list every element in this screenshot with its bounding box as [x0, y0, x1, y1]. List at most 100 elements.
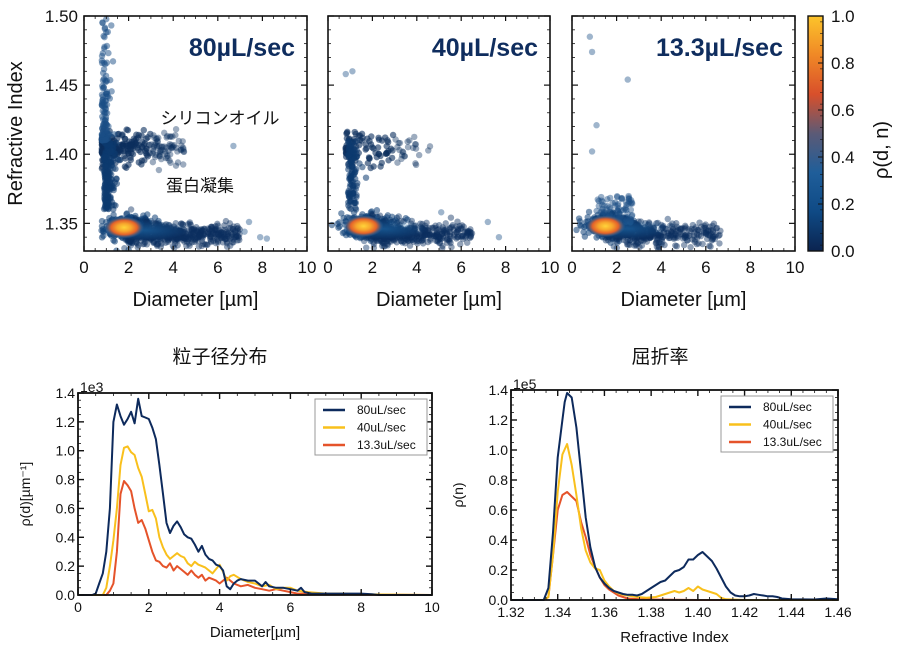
scatter-points — [328, 68, 503, 251]
scatter-point — [171, 142, 178, 149]
series-line-80ul-sec — [78, 397, 432, 596]
scatter-point — [196, 232, 204, 240]
scatter-point — [467, 228, 474, 236]
scatter-point — [397, 237, 405, 245]
scatter-point — [151, 153, 159, 161]
legend-label: 13.3uL/sec — [357, 438, 416, 452]
y-tick-label: 1.40 — [45, 145, 78, 164]
scatter-point — [232, 227, 239, 235]
scatter-point — [196, 232, 203, 239]
scatter-point — [456, 222, 463, 230]
scatter-point — [447, 214, 455, 221]
scatter-point — [430, 224, 437, 232]
scatter-point — [411, 133, 418, 141]
scatter-point — [201, 231, 208, 238]
scatter-point — [394, 159, 401, 166]
scatter-point — [679, 225, 686, 232]
scatter-point — [689, 236, 696, 243]
scatter-point — [105, 199, 112, 207]
scatter-point — [595, 197, 602, 205]
scatter-point — [464, 229, 471, 237]
scatter-point — [708, 237, 715, 244]
scatter-point — [715, 232, 722, 239]
scatter-point — [198, 242, 206, 250]
scatter-point — [156, 142, 163, 150]
scatter-point — [157, 147, 165, 154]
scatter-point — [166, 151, 174, 158]
scatter-point — [615, 205, 622, 212]
scatter-point — [215, 231, 222, 238]
scatter-points — [98, 16, 271, 251]
scatter-point — [426, 230, 433, 237]
scatter-point — [134, 134, 142, 141]
scatter-point — [205, 229, 212, 236]
scatter-point — [167, 133, 174, 140]
scatter-point — [599, 198, 606, 205]
scatter-point — [353, 137, 360, 145]
scatter-point — [195, 231, 202, 238]
scatter-point — [210, 237, 217, 245]
scatter-point — [184, 221, 192, 228]
scatter-point — [140, 141, 148, 148]
scatter-point — [691, 236, 698, 243]
scatter-point — [443, 226, 450, 233]
scatter-point — [694, 227, 701, 234]
scatter-point — [699, 240, 706, 248]
scatter-point — [681, 225, 689, 233]
x-tick-label: 1.36 — [591, 604, 618, 620]
scatter-point — [230, 223, 237, 230]
scatter-point — [669, 220, 676, 227]
scatter-point — [128, 239, 136, 247]
scatter-point — [691, 226, 698, 233]
scatter-point — [717, 227, 724, 235]
colorbar-tick-label: 0.8 — [831, 54, 855, 73]
scatter-point — [424, 238, 432, 246]
annotation-protein-aggregate: 蛋白凝集 — [166, 177, 234, 197]
scatter-point — [188, 226, 196, 233]
scatter-point — [626, 198, 633, 205]
scatter-point — [193, 224, 200, 231]
scatter-point — [683, 237, 691, 244]
scatter-point — [604, 202, 611, 210]
legend-label: 40uL/sec — [357, 421, 406, 435]
scatter-point — [436, 239, 444, 246]
scatter-point — [713, 225, 720, 232]
scatter-point — [453, 229, 460, 236]
scatter-point — [432, 237, 440, 244]
scatter-point — [233, 225, 241, 232]
scatter-point — [224, 232, 231, 239]
scatter-point — [459, 232, 466, 239]
scatter-point — [110, 201, 118, 209]
scatter-point — [373, 207, 381, 214]
scatter-point — [196, 229, 204, 237]
scatter-point — [398, 155, 405, 163]
scatter-point — [624, 210, 631, 218]
scatter-point — [219, 239, 227, 246]
scatter-point — [601, 202, 608, 209]
scatter-point — [105, 49, 112, 57]
colorbar-tick-label: 0.2 — [831, 195, 855, 214]
scatter-point — [655, 246, 662, 251]
scatter-point — [202, 241, 209, 248]
scatter-point — [189, 229, 197, 237]
scatter-point — [450, 226, 457, 233]
scatter-point — [672, 231, 679, 239]
scatter-point — [162, 239, 169, 246]
scatter-point — [156, 151, 163, 158]
scatter-point — [593, 207, 600, 215]
scatter-point — [406, 242, 414, 249]
scatter-point — [364, 135, 371, 142]
scatter-point — [222, 217, 230, 225]
y-tick-label: 0.2 — [56, 558, 76, 574]
scatter-point — [363, 244, 370, 251]
x-tick-label: 1.38 — [638, 604, 665, 620]
scatter-point — [700, 224, 708, 232]
scatter-point — [232, 233, 240, 241]
scatter-point — [607, 205, 614, 213]
scatter-point — [211, 227, 219, 234]
scatter-point — [636, 244, 643, 251]
scatter-point — [177, 146, 185, 153]
scatter-point — [149, 158, 157, 166]
scatter-point — [154, 241, 161, 248]
scatter-point — [125, 161, 132, 168]
